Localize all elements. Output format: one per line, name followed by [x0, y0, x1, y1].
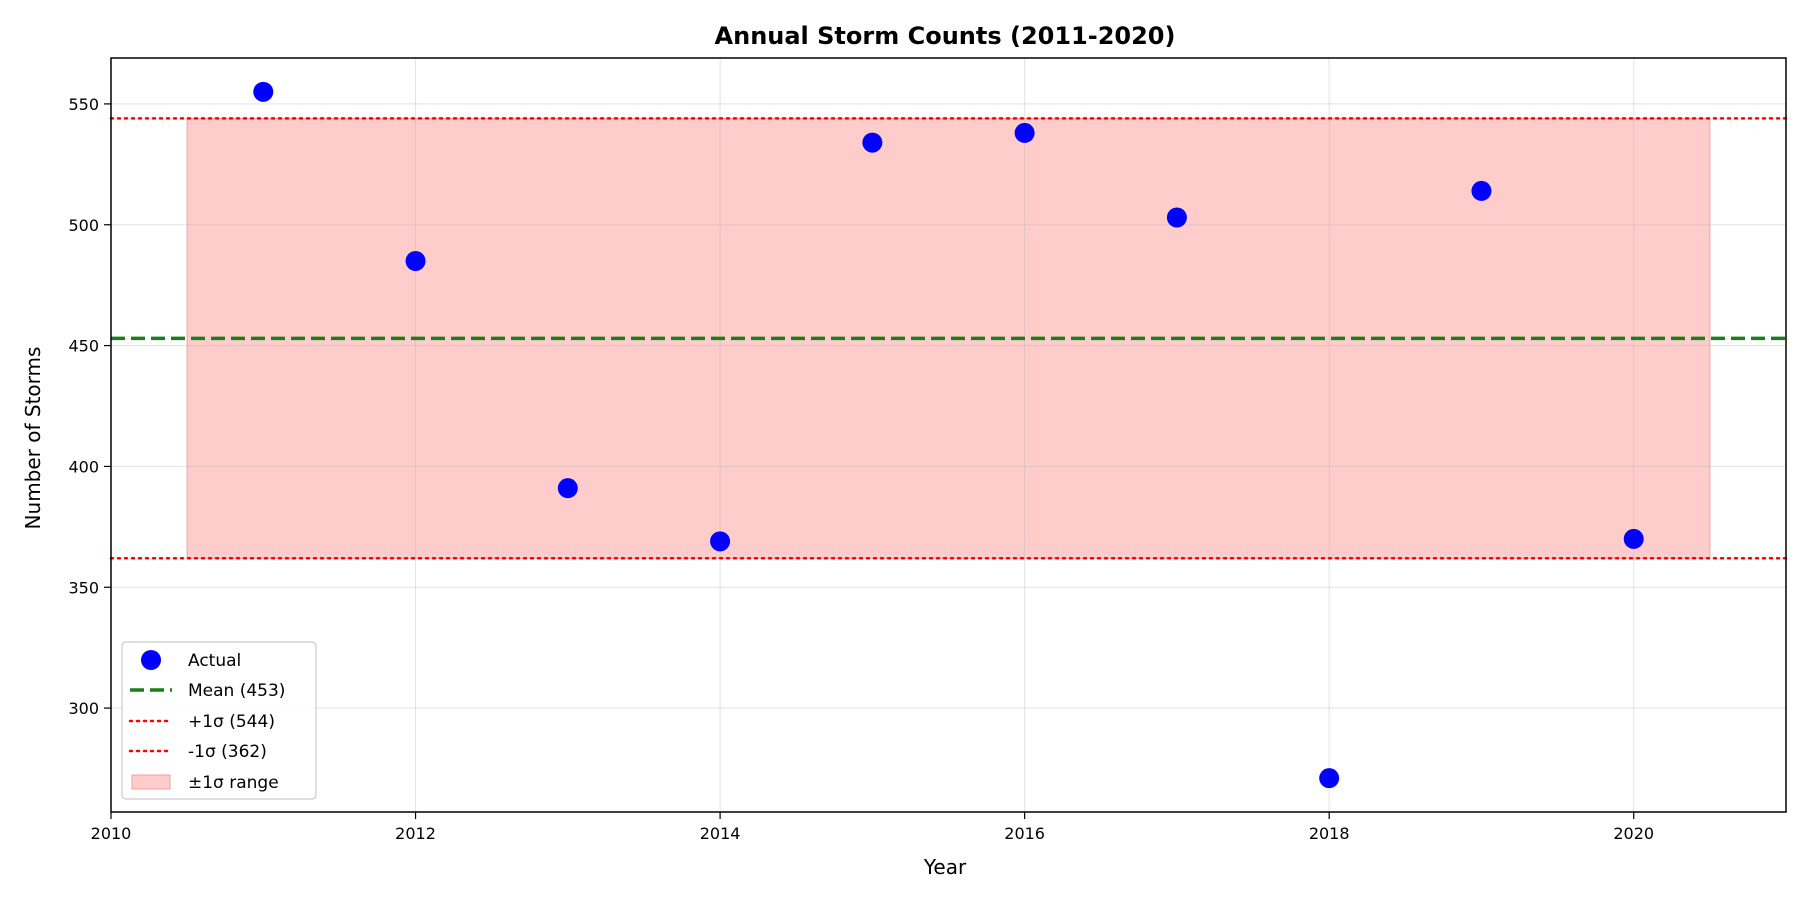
x-tick-label: 2018 — [1309, 824, 1350, 843]
plot-area: 2010 2012 2014 2016 2018 2020 300 350 400 450 500 5… — [68, 57, 1788, 843]
axes-frame — [110, 57, 1787, 813]
data-point — [1166, 207, 1187, 228]
y-axis-label: Number of Storms — [21, 347, 45, 530]
x-axis-label: Year — [923, 855, 967, 879]
legend-label-mean: Mean (453) — [188, 681, 285, 701]
legend-label-lower: -1σ (362) — [188, 742, 267, 762]
y-tick-label: 500 — [68, 216, 99, 235]
x-tick-label: 2012 — [395, 824, 436, 843]
legend-box — [121, 641, 317, 800]
chart-title: Annual Storm Counts (2011-2020) — [715, 22, 1176, 50]
y-tick-label: 350 — [68, 578, 99, 597]
data-point — [1014, 122, 1035, 143]
data-point — [405, 251, 426, 271]
data-point — [862, 132, 883, 153]
legend: Actual Mean (453) +1σ (544) -1σ (362) ±1σ ra… — [121, 641, 317, 800]
legend-label-upper: +1σ (544) — [188, 712, 275, 732]
data-point — [557, 478, 578, 499]
legend-marker-actual — [141, 650, 161, 670]
x-tick-label: 2014 — [700, 824, 741, 843]
data-point — [710, 531, 731, 552]
y-tick-label: 400 — [68, 457, 99, 476]
y-tick-label: 450 — [68, 337, 99, 356]
data-point — [1623, 528, 1644, 549]
x-tick-label: 2020 — [1613, 824, 1654, 843]
legend-marker-band — [131, 774, 171, 790]
legend-label-actual: Actual — [188, 651, 241, 671]
y-tick-label: 300 — [68, 699, 99, 718]
data-point — [1471, 180, 1492, 201]
x-tick-label: 2010 — [91, 824, 132, 843]
data-point — [1319, 768, 1340, 789]
y-tick-label: 550 — [68, 95, 99, 114]
legend-label-band: ±1σ range — [188, 773, 279, 793]
data-point — [253, 81, 274, 102]
x-tick-label: 2016 — [1004, 824, 1045, 843]
